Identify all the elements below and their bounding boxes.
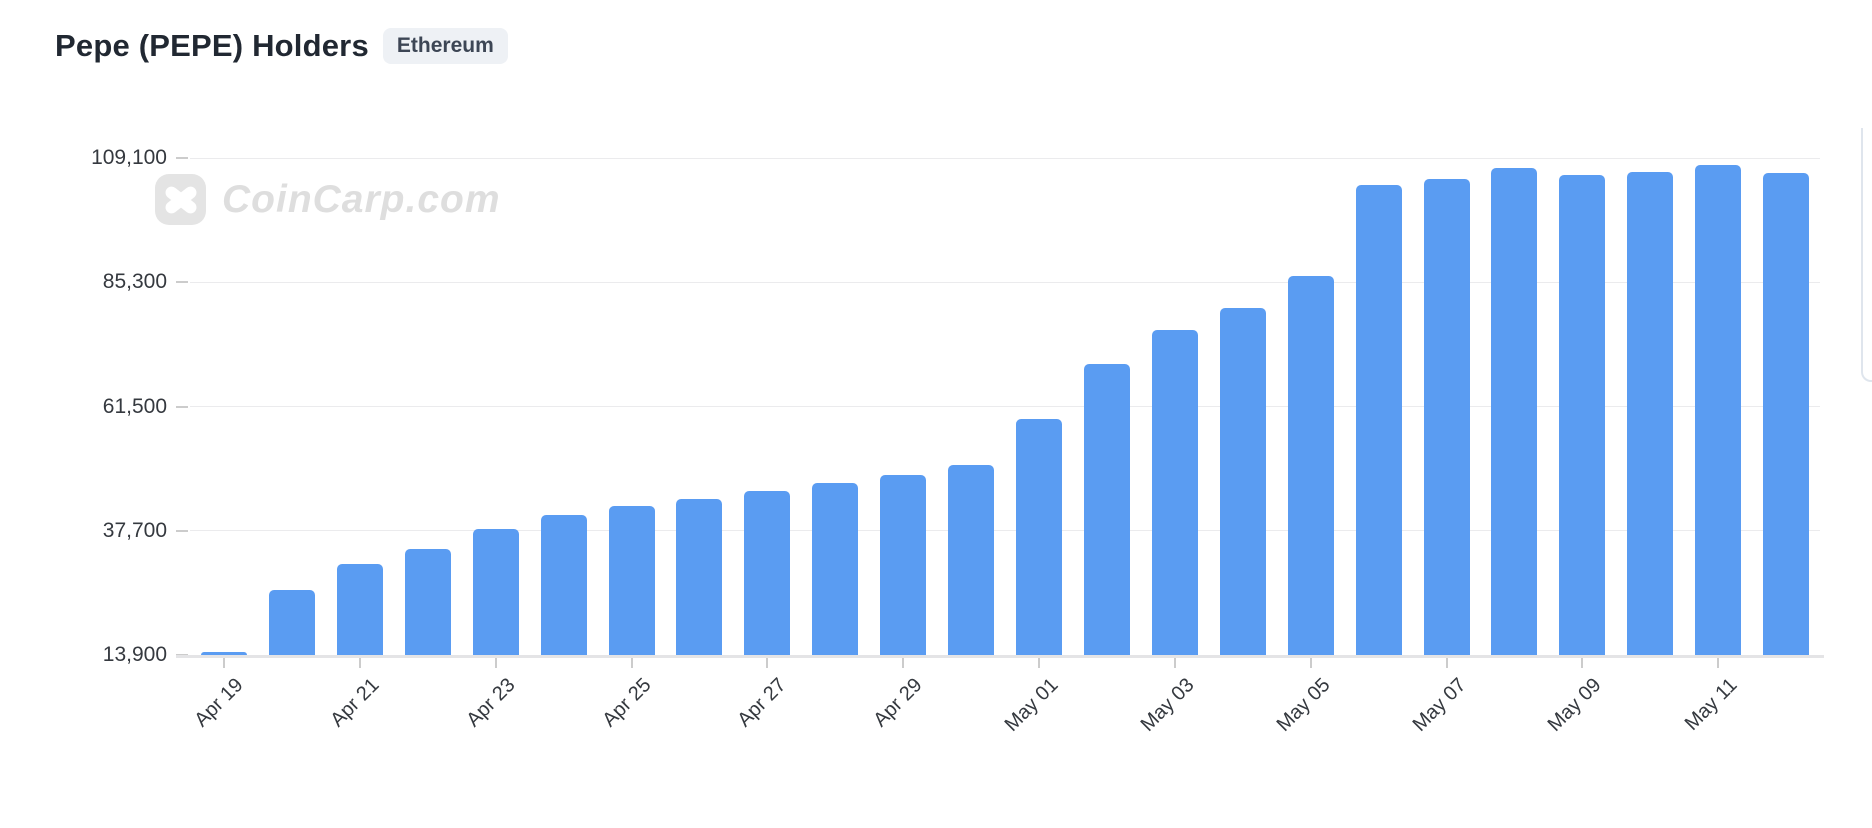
bar-apr-21[interactable]: [336, 564, 383, 655]
bar-apr-25[interactable]: [608, 506, 655, 655]
bar-apr-27[interactable]: [744, 491, 791, 655]
x-axis-tick: [766, 658, 769, 668]
x-axis-label: May 11: [1680, 674, 1742, 735]
y-axis-tick: [176, 157, 188, 159]
x-axis-tick: [223, 658, 225, 668]
x-axis-line: [176, 655, 1824, 658]
y-gridline: [190, 281, 1820, 283]
x-axis-label: May 09: [1543, 674, 1606, 736]
chart-header: Pepe (PEPE) Holders Ethereum: [55, 28, 508, 64]
x-axis-tick: [1173, 658, 1176, 668]
x-axis-label: May 03: [1136, 674, 1199, 736]
x-axis-tick: [1309, 658, 1312, 668]
x-axis-label: May 05: [1272, 674, 1335, 736]
x-axis-label: Apr 19: [190, 674, 248, 732]
bar-may-09[interactable]: [1559, 174, 1606, 655]
x-axis-label: May 07: [1408, 674, 1471, 736]
y-axis-label: 85,300: [102, 270, 167, 294]
y-axis-tick: [176, 281, 188, 284]
y-gridline: [190, 530, 1820, 532]
bar-may-08[interactable]: [1491, 168, 1538, 655]
y-axis-label: 61,500: [102, 394, 167, 418]
x-axis-tick: [1038, 658, 1040, 668]
y-axis-label: 13,900: [102, 643, 167, 666]
x-axis-tick: [1445, 658, 1448, 668]
y-gridline: [190, 157, 1820, 159]
bar-apr-26[interactable]: [676, 498, 723, 655]
chain-badge[interactable]: Ethereum: [382, 28, 508, 64]
scrollbar-fragment[interactable]: [1861, 128, 1872, 382]
page-title: Pepe (PEPE) Holders: [55, 28, 369, 63]
bar-apr-20[interactable]: [268, 590, 315, 655]
x-axis-tick: [1581, 658, 1584, 668]
x-axis-label: Apr 29: [869, 674, 927, 732]
x-axis-tick: [630, 658, 633, 668]
bar-apr-23[interactable]: [472, 529, 519, 655]
bar-may-02[interactable]: [1083, 364, 1130, 655]
y-axis-label: 109,100: [91, 146, 167, 169]
bar-apr-30[interactable]: [948, 465, 994, 655]
bar-may-01[interactable]: [1016, 418, 1062, 655]
bar-may-12[interactable]: [1763, 173, 1809, 655]
bar-apr-24[interactable]: [540, 514, 587, 655]
bar-apr-28[interactable]: [812, 482, 859, 655]
x-axis-tick: [1717, 658, 1720, 668]
y-gridline: [190, 406, 1820, 407]
y-axis-tick: [176, 405, 188, 408]
x-axis-label: Apr 21: [326, 674, 384, 732]
x-axis-label: May 01: [1000, 674, 1063, 736]
x-axis-label: Apr 23: [461, 674, 520, 732]
bar-may-05[interactable]: [1287, 276, 1334, 655]
bar-may-10[interactable]: [1627, 171, 1674, 655]
x-axis-label: Apr 27: [733, 674, 791, 732]
bar-may-07[interactable]: [1423, 179, 1470, 655]
bar-apr-19[interactable]: [201, 651, 247, 655]
y-axis-label: 37,700: [102, 518, 167, 542]
bar-may-04[interactable]: [1219, 308, 1266, 655]
x-axis-tick: [358, 658, 361, 668]
bar-may-06[interactable]: [1355, 185, 1402, 655]
bar-may-03[interactable]: [1151, 330, 1198, 655]
x-axis-tick: [494, 658, 497, 668]
x-axis-label: Apr 25: [597, 674, 656, 732]
y-axis-tick: [176, 529, 188, 532]
bar-apr-22[interactable]: [404, 549, 451, 655]
x-axis-tick: [902, 658, 905, 668]
bar-apr-29[interactable]: [880, 474, 927, 655]
bar-may-11[interactable]: [1695, 164, 1742, 655]
